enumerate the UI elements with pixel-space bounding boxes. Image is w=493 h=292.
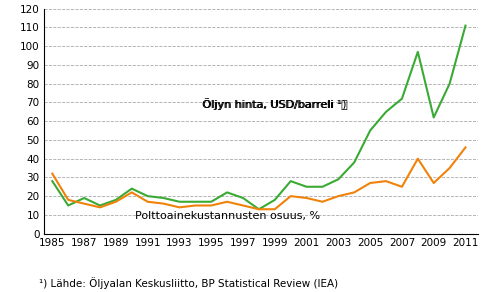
Text: Öljyn hinta, USD/barreli ¹⧀: Öljyn hinta, USD/barreli ¹⧀ [202, 98, 348, 110]
Text: ¹) Lähde: Öljyalan Keskusliitto, BP Statistical Review (IEA): ¹) Lähde: Öljyalan Keskusliitto, BP Stat… [39, 277, 339, 289]
Text: Polttoainekustannusten osuus, %: Polttoainekustannusten osuus, % [135, 211, 319, 221]
Text: Öljyn hinta, USD/barreli ¹): Öljyn hinta, USD/barreli ¹) [203, 98, 347, 110]
